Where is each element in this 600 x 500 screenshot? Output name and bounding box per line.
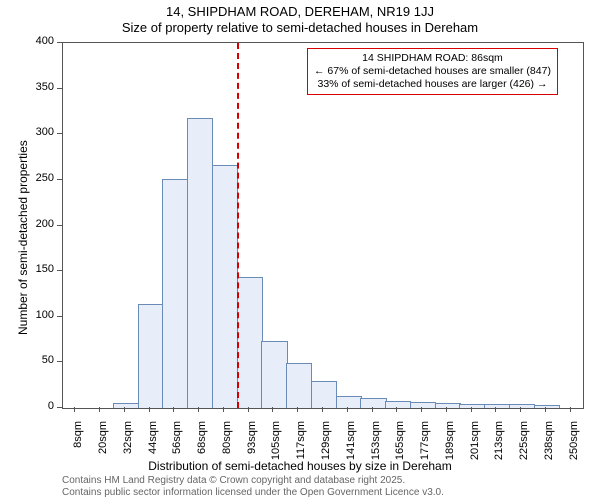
x-tick	[545, 407, 546, 412]
x-tick	[173, 407, 174, 412]
y-tick-label: 100	[24, 309, 54, 321]
info-box-line3: 33% of semi-detached houses are larger (…	[314, 78, 551, 91]
x-tick-label: 129sqm	[320, 421, 332, 471]
x-tick-label: 20sqm	[97, 421, 109, 471]
x-tick	[223, 407, 224, 412]
x-tick	[322, 407, 323, 412]
y-tick	[57, 133, 62, 134]
x-tick	[372, 407, 373, 412]
histogram-bar	[237, 277, 263, 408]
y-tick	[57, 179, 62, 180]
x-tick	[347, 407, 348, 412]
plot-area	[62, 42, 584, 409]
y-tick	[57, 270, 62, 271]
y-tick	[57, 407, 62, 408]
x-tick-label: 56sqm	[171, 421, 183, 471]
x-tick	[421, 407, 422, 412]
x-tick	[471, 407, 472, 412]
y-tick-label: 400	[24, 35, 54, 47]
histogram-bar	[286, 363, 312, 408]
histogram-bar	[509, 404, 535, 408]
x-tick-label: 117sqm	[295, 421, 307, 471]
histogram-bar	[534, 405, 560, 408]
x-tick-label: 105sqm	[270, 421, 282, 471]
x-tick-label: 153sqm	[370, 421, 382, 471]
x-tick	[495, 407, 496, 412]
chart-container: 14, SHIPDHAM ROAD, DEREHAM, NR19 1JJ Siz…	[0, 0, 600, 500]
x-tick-label: 141sqm	[345, 421, 357, 471]
reference-line	[237, 43, 239, 408]
y-tick-label: 50	[24, 354, 54, 366]
x-tick	[248, 407, 249, 412]
y-tick	[57, 42, 62, 43]
info-box-line2: ← 67% of semi-detached houses are smalle…	[314, 65, 551, 78]
x-tick	[74, 407, 75, 412]
histogram-bar	[336, 396, 362, 408]
x-tick	[520, 407, 521, 412]
chart-title-main: 14, SHIPDHAM ROAD, DEREHAM, NR19 1JJ	[0, 4, 600, 19]
x-tick	[198, 407, 199, 412]
histogram-bar	[311, 381, 337, 408]
x-tick	[99, 407, 100, 412]
x-tick	[124, 407, 125, 412]
x-tick-label: 44sqm	[147, 421, 159, 471]
y-tick-label: 250	[24, 172, 54, 184]
histogram-bar	[212, 165, 238, 408]
footer-line1: Contains HM Land Registry data © Crown c…	[62, 475, 444, 487]
histogram-bar	[138, 304, 164, 408]
x-tick-label: 238sqm	[543, 421, 555, 471]
histogram-bar	[459, 404, 485, 408]
x-tick-label: 93sqm	[246, 421, 258, 471]
histogram-bar	[410, 402, 436, 408]
y-tick	[57, 361, 62, 362]
y-tick	[57, 316, 62, 317]
x-tick-label: 165sqm	[394, 421, 406, 471]
y-tick-label: 300	[24, 126, 54, 138]
x-tick-label: 177sqm	[419, 421, 431, 471]
x-tick-label: 250sqm	[568, 421, 580, 471]
x-tick-label: 8sqm	[72, 421, 84, 471]
histogram-bar	[187, 118, 213, 408]
x-tick	[446, 407, 447, 412]
histogram-bar	[113, 403, 139, 408]
x-tick-label: 32sqm	[122, 421, 134, 471]
x-tick-label: 68sqm	[196, 421, 208, 471]
histogram-bar	[261, 341, 287, 408]
y-tick	[57, 225, 62, 226]
footer-attribution: Contains HM Land Registry data © Crown c…	[62, 475, 444, 499]
info-box-line1: 14 SHIPDHAM ROAD: 86sqm	[314, 52, 551, 65]
histogram-bar	[162, 179, 188, 408]
histogram-bar	[360, 398, 386, 408]
x-tick	[297, 407, 298, 412]
info-box: 14 SHIPDHAM ROAD: 86sqm ← 67% of semi-de…	[307, 48, 558, 95]
x-tick	[570, 407, 571, 412]
y-tick-label: 0	[24, 400, 54, 412]
x-tick-label: 213sqm	[493, 421, 505, 471]
x-tick	[149, 407, 150, 412]
x-tick-label: 80sqm	[221, 421, 233, 471]
footer-line2: Contains public sector information licen…	[62, 487, 444, 499]
chart-title-sub: Size of property relative to semi-detach…	[0, 20, 600, 35]
y-axis-label: Number of semi-detached properties	[16, 140, 30, 335]
y-tick-label: 150	[24, 263, 54, 275]
x-tick-label: 201sqm	[469, 421, 481, 471]
y-tick-label: 200	[24, 218, 54, 230]
y-tick	[57, 88, 62, 89]
histogram-bar	[385, 401, 411, 408]
x-tick-label: 189sqm	[444, 421, 456, 471]
x-tick-label: 225sqm	[518, 421, 530, 471]
histogram-bar	[435, 403, 461, 408]
x-tick	[396, 407, 397, 412]
y-tick-label: 350	[24, 81, 54, 93]
histogram-bar	[484, 404, 510, 408]
x-tick	[272, 407, 273, 412]
